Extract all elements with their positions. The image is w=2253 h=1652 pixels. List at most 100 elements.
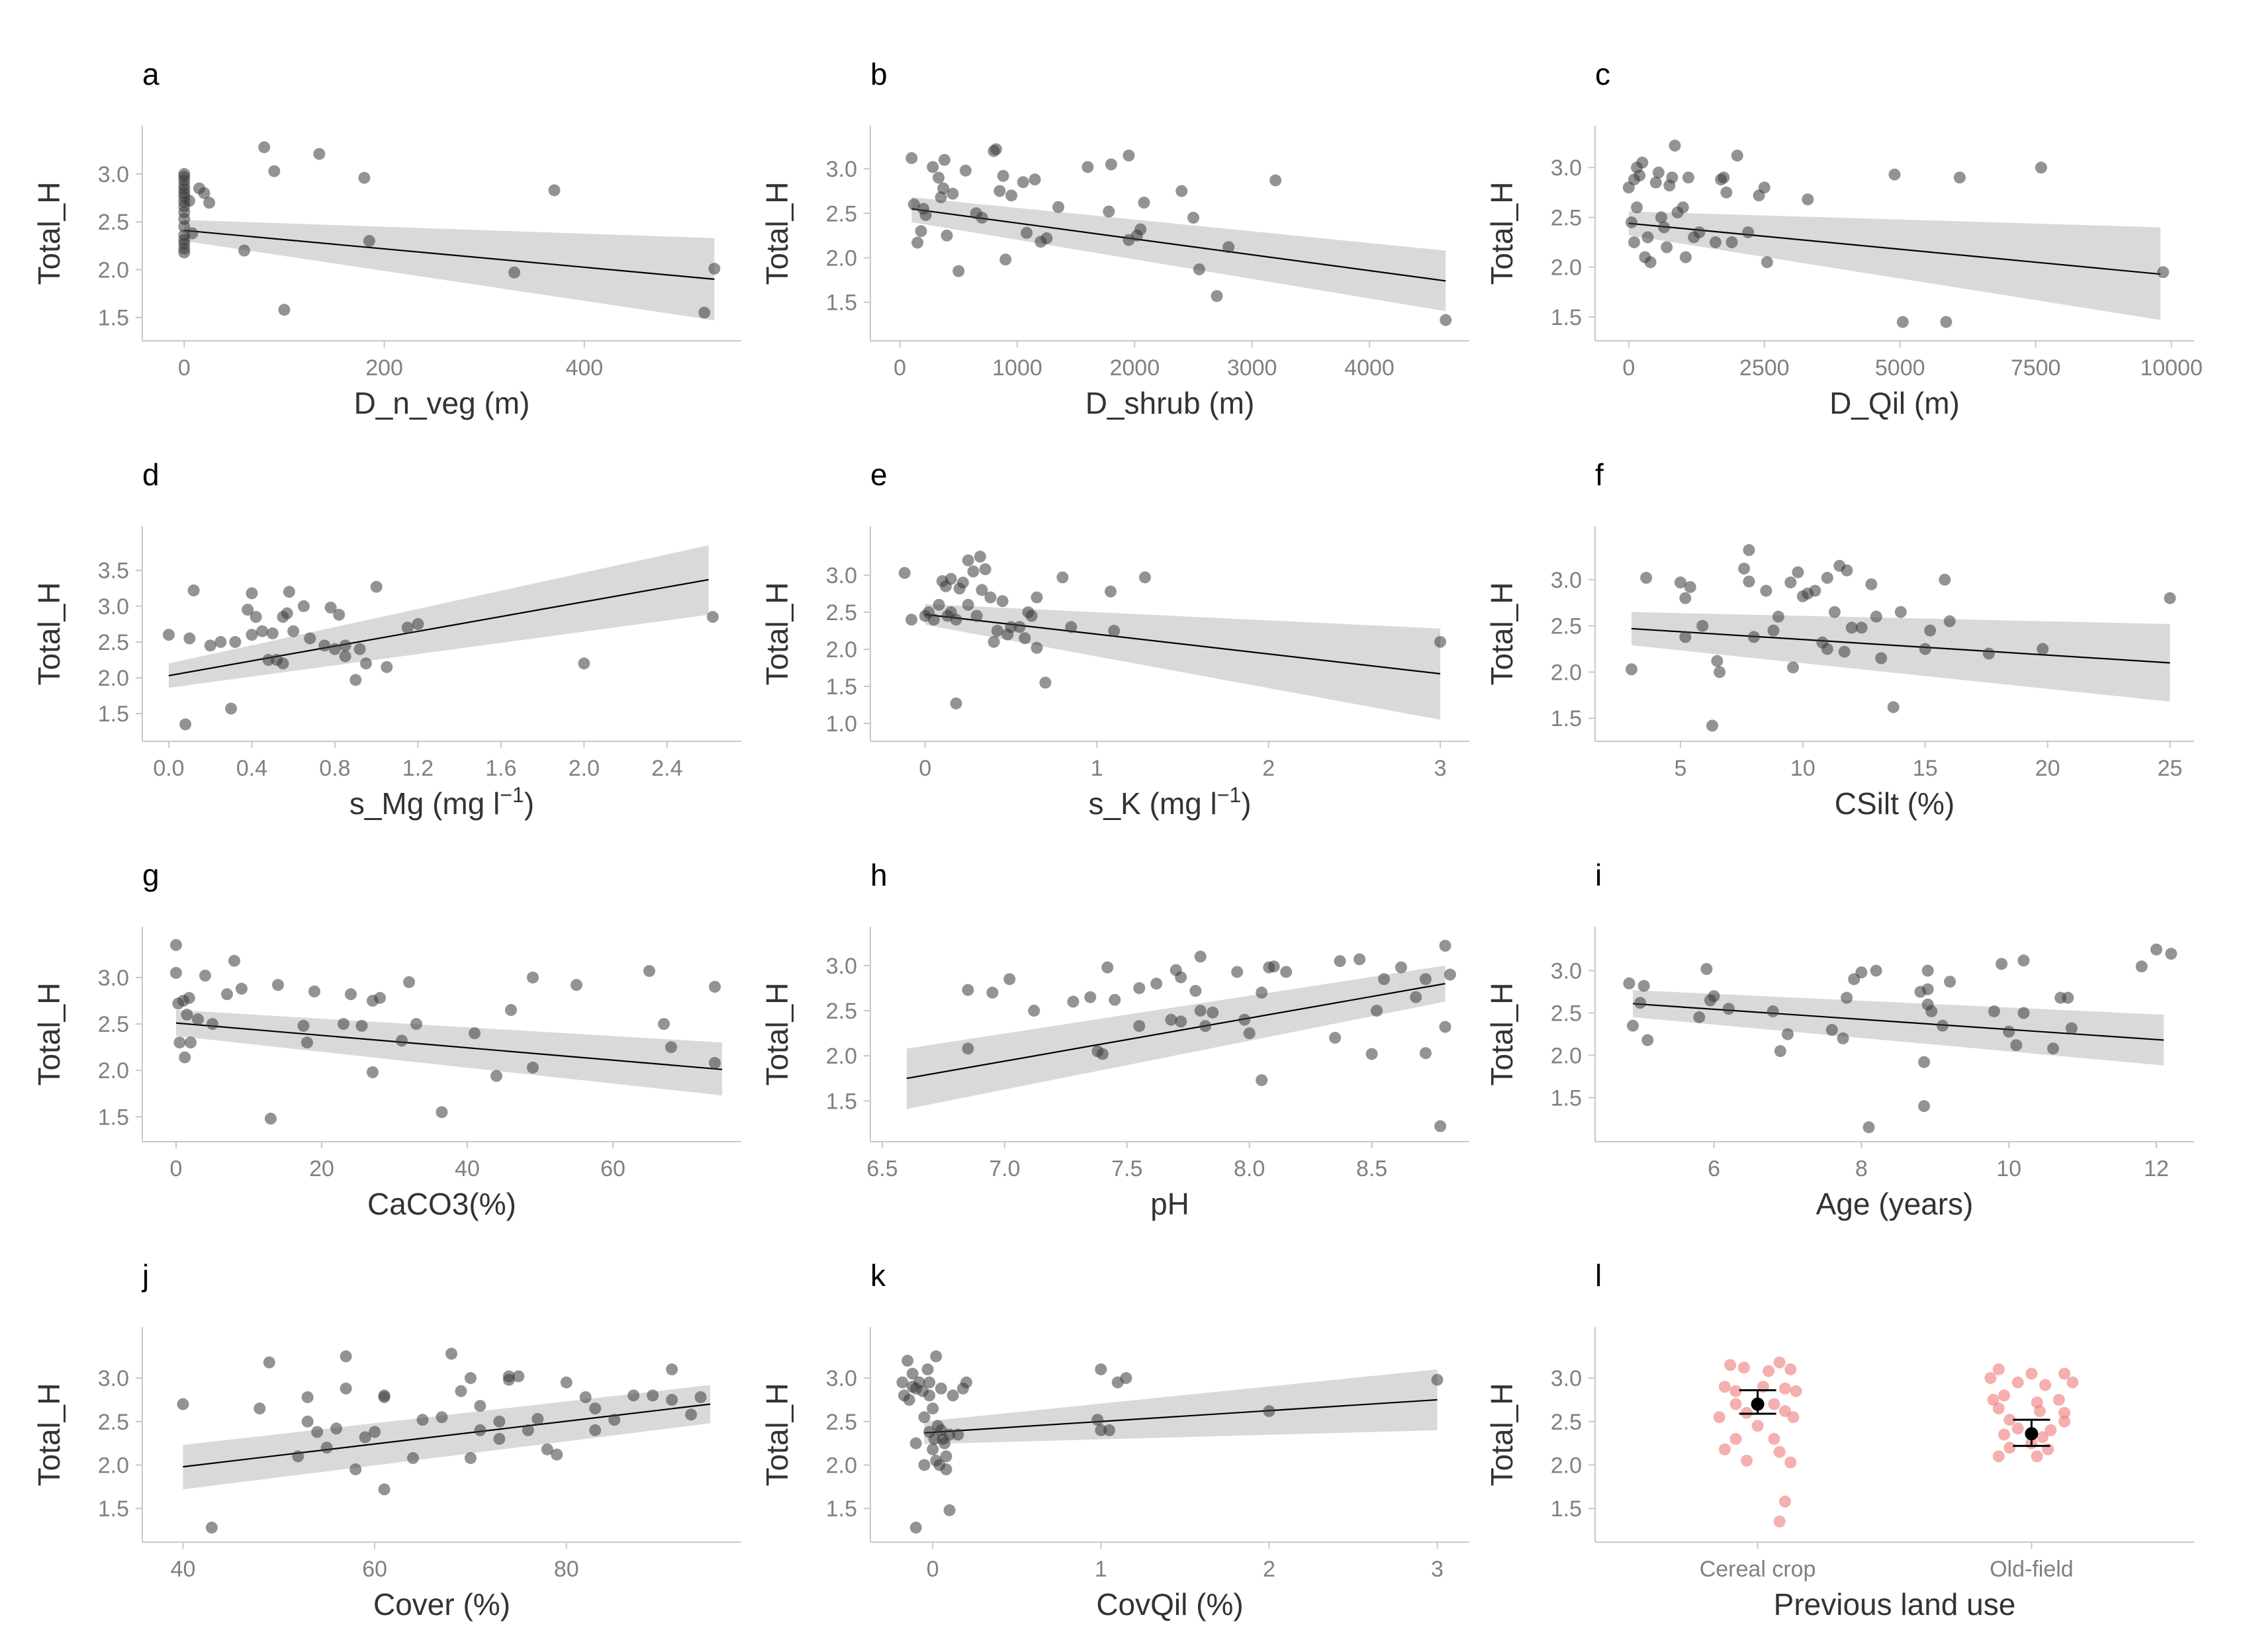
x-tick-label: 0: [927, 1557, 939, 1582]
data-point: [1778, 1382, 1791, 1395]
data-point: [1175, 971, 1187, 984]
data-point: [2058, 1406, 2071, 1419]
x-tick-label: 6.5: [866, 1156, 897, 1181]
data-point: [706, 611, 719, 623]
x-tick-label: 1.2: [402, 756, 434, 781]
data-point: [185, 1036, 197, 1049]
data-point: [1679, 592, 1692, 604]
data-point: [1434, 1120, 1447, 1132]
data-point: [228, 954, 240, 967]
x-tick-label: 2.4: [651, 756, 682, 781]
data-point: [1918, 1056, 1931, 1068]
panel-letter: d: [142, 457, 160, 492]
data-point: [1725, 236, 1738, 249]
data-point: [1101, 961, 1114, 974]
data-point: [2036, 1431, 2048, 1444]
data-point: [225, 702, 238, 715]
data-point: [381, 661, 393, 673]
data-point: [297, 600, 310, 612]
data-point: [370, 580, 383, 593]
data-point: [2035, 161, 2047, 174]
data-point: [1134, 223, 1147, 236]
data-point: [283, 586, 295, 598]
data-point: [1751, 1420, 1764, 1432]
x-tick-label: 25: [2158, 756, 2183, 781]
data-point: [944, 573, 957, 585]
data-point: [907, 198, 920, 210]
data-point: [2047, 1042, 2060, 1055]
data-point: [1841, 564, 1853, 576]
y-tick-label: 2.0: [98, 666, 129, 691]
data-point: [1005, 621, 1017, 633]
data-point: [1784, 1456, 1797, 1469]
data-point: [1729, 1385, 1742, 1397]
data-point: [1679, 251, 1692, 263]
panel-letter: h: [870, 858, 888, 892]
data-point: [2164, 592, 2176, 604]
y-tick-label: 2.5: [826, 999, 857, 1024]
data-point: [162, 629, 175, 641]
data-point: [943, 1504, 956, 1516]
data-point: [1222, 241, 1235, 253]
y-axis-title: Total_H: [1485, 983, 1519, 1086]
data-point: [229, 635, 242, 648]
y-tick-label: 2.5: [1551, 205, 1582, 230]
data-point: [1792, 566, 1804, 578]
x-tick-label: 0.0: [153, 756, 184, 781]
data-point: [1763, 1365, 1775, 1377]
data-point: [359, 1431, 371, 1444]
data-point: [1773, 1356, 1786, 1369]
data-point: [1637, 980, 1650, 992]
data-point: [1838, 645, 1851, 658]
data-point: [1870, 610, 1882, 623]
y-tick-label: 2.0: [1551, 1043, 1582, 1068]
data-point: [665, 1041, 677, 1054]
data-point: [464, 1451, 477, 1464]
panel-letter: b: [870, 57, 888, 91]
data-point: [1634, 997, 1647, 1009]
regression-line: [911, 208, 1446, 282]
data-point: [304, 632, 316, 645]
y-tick-label: 1.5: [98, 1105, 129, 1130]
x-tick-label: 1.6: [485, 756, 516, 781]
data-point: [1003, 973, 1016, 986]
x-tick-label: 0: [919, 756, 931, 781]
data-point: [1641, 1034, 1654, 1046]
confidence-band: [184, 220, 715, 320]
data-point: [1718, 1443, 1731, 1455]
data-point: [320, 1442, 333, 1454]
data-point: [455, 1385, 467, 1397]
panel-g: g 1.5 2.0 2.5 3.0 0 20 40 60 Total_H CaCO3(%): [32, 858, 741, 1221]
data-point: [1773, 1515, 1786, 1528]
data-point: [909, 1522, 922, 1534]
data-point: [1095, 1363, 1107, 1375]
confidence-band: [168, 545, 709, 688]
data-point: [349, 1463, 362, 1476]
x-tick-label: 2.0: [569, 756, 600, 781]
data-point: [1936, 1019, 1949, 1032]
data-point: [608, 1414, 621, 1426]
data-point: [1996, 958, 2008, 970]
data-point: [1696, 620, 1709, 632]
data-point: [589, 1402, 602, 1415]
x-axis-title: CaCO3(%): [367, 1187, 516, 1221]
y-tick-label: 2.0: [98, 257, 129, 283]
x-tick-label: 80: [554, 1557, 579, 1582]
data-point: [358, 171, 371, 184]
data-point: [1267, 960, 1280, 973]
x-tick-label: 8.0: [1234, 1156, 1265, 1181]
x-axis-title: s_Mg (mg l−1): [349, 783, 534, 821]
data-point: [708, 262, 721, 275]
panel-i: i 1.5 2.0 2.5 3.0 6 8 10 12 Total_H Age (years): [1485, 858, 2194, 1221]
data-point: [2135, 960, 2148, 973]
panel-b: b 1.5 2.0 2.5 3.0 0 1000 2000 3000 4000 Total_H D_s…: [760, 57, 1469, 420]
panel-letter: g: [142, 858, 160, 892]
data-point: [1720, 186, 1733, 199]
data-point: [1067, 995, 1080, 1008]
y-tick-label: 3.0: [826, 954, 857, 979]
y-tick-label: 3.0: [98, 966, 129, 991]
x-tick-label: 15: [1913, 756, 1938, 781]
data-point: [1419, 973, 1432, 986]
data-point: [1641, 231, 1654, 244]
